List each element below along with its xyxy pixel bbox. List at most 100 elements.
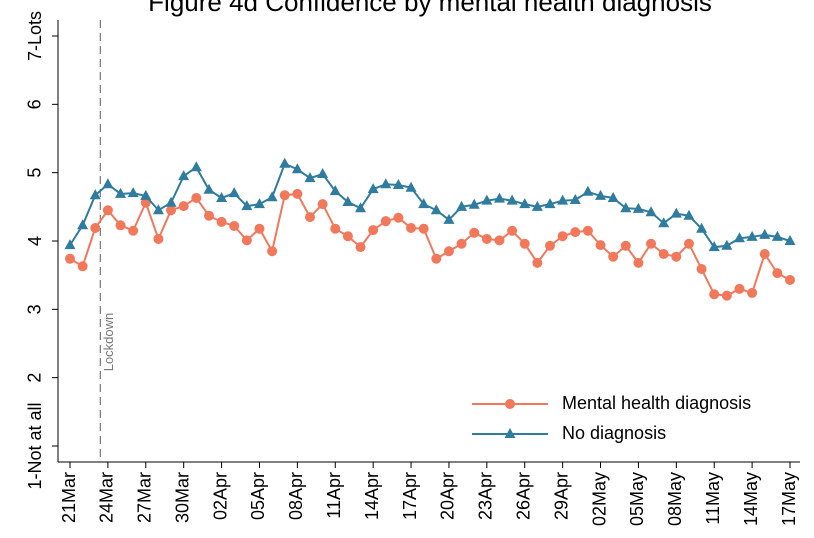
marker bbox=[406, 223, 417, 234]
marker bbox=[519, 198, 531, 209]
marker bbox=[90, 223, 101, 234]
marker bbox=[102, 205, 113, 216]
x-tick-label: 05Apr bbox=[248, 472, 268, 520]
marker bbox=[607, 191, 619, 202]
series-line bbox=[69, 162, 791, 249]
marker bbox=[392, 178, 404, 189]
marker bbox=[481, 233, 492, 244]
marker bbox=[304, 172, 316, 183]
marker bbox=[646, 238, 657, 249]
marker bbox=[671, 251, 682, 262]
x-tick-label: 27Mar bbox=[135, 472, 155, 523]
marker bbox=[292, 188, 303, 199]
legend-label: No diagnosis bbox=[562, 423, 666, 443]
marker bbox=[329, 185, 341, 196]
marker bbox=[77, 219, 89, 230]
marker bbox=[216, 191, 228, 202]
marker bbox=[203, 210, 214, 221]
marker bbox=[115, 220, 126, 231]
marker bbox=[443, 213, 455, 224]
marker bbox=[64, 239, 76, 250]
x-tick-label: 11Apr bbox=[324, 472, 344, 519]
x-tick-label: 14May bbox=[741, 472, 761, 526]
marker bbox=[140, 189, 152, 200]
y-tick-label: 5 bbox=[25, 168, 45, 178]
marker bbox=[708, 241, 720, 252]
marker bbox=[317, 168, 329, 179]
x-tick-label: 11May bbox=[703, 472, 723, 525]
marker bbox=[696, 264, 707, 275]
marker bbox=[506, 194, 518, 205]
x-tick-label: 30Mar bbox=[172, 472, 192, 523]
marker bbox=[759, 228, 771, 239]
marker bbox=[279, 157, 291, 168]
marker bbox=[721, 290, 732, 301]
marker bbox=[330, 223, 341, 234]
marker bbox=[153, 233, 164, 244]
marker bbox=[267, 246, 278, 257]
marker bbox=[305, 212, 315, 223]
marker bbox=[456, 200, 468, 211]
series-line bbox=[69, 192, 791, 297]
marker bbox=[355, 202, 367, 213]
marker bbox=[771, 230, 783, 241]
marker bbox=[456, 238, 467, 249]
marker bbox=[191, 192, 202, 203]
marker bbox=[595, 240, 606, 251]
marker bbox=[279, 190, 290, 201]
marker bbox=[254, 223, 265, 234]
marker bbox=[532, 257, 543, 268]
marker bbox=[266, 191, 278, 202]
y-tick-label: 4 bbox=[25, 236, 45, 246]
marker bbox=[570, 227, 581, 238]
marker bbox=[670, 207, 682, 218]
marker bbox=[481, 194, 493, 205]
y-tick-label: 2 bbox=[25, 373, 45, 383]
marker bbox=[102, 178, 114, 189]
legend-label: Mental health diagnosis bbox=[562, 393, 751, 413]
marker bbox=[733, 232, 745, 243]
marker bbox=[784, 235, 796, 245]
x-tick-label: 17May bbox=[779, 472, 799, 526]
marker bbox=[519, 238, 530, 249]
marker bbox=[544, 198, 556, 209]
x-tick-label: 08Apr bbox=[286, 472, 306, 520]
marker bbox=[203, 183, 215, 194]
marker bbox=[709, 289, 720, 300]
marker bbox=[633, 257, 644, 268]
marker bbox=[557, 194, 569, 205]
x-tick-label: 23Apr bbox=[476, 472, 496, 520]
marker bbox=[443, 246, 454, 257]
marker bbox=[582, 185, 594, 196]
marker bbox=[228, 187, 240, 198]
x-tick-label: 08May bbox=[665, 472, 685, 526]
marker bbox=[380, 216, 391, 227]
marker bbox=[582, 225, 593, 236]
marker bbox=[683, 238, 694, 249]
marker bbox=[342, 196, 354, 207]
marker bbox=[468, 198, 480, 209]
marker bbox=[166, 205, 177, 216]
marker bbox=[89, 189, 101, 200]
marker bbox=[620, 240, 631, 251]
marker bbox=[608, 251, 619, 262]
marker bbox=[746, 230, 758, 241]
marker bbox=[469, 227, 480, 238]
x-tick-label: 17Apr bbox=[400, 472, 420, 520]
marker bbox=[355, 242, 366, 253]
marker bbox=[493, 192, 505, 203]
marker bbox=[128, 225, 139, 236]
marker bbox=[165, 196, 177, 207]
y-tick-label: 3 bbox=[25, 304, 45, 314]
marker bbox=[759, 248, 770, 259]
marker bbox=[342, 231, 353, 242]
marker bbox=[367, 183, 379, 194]
marker bbox=[747, 287, 758, 298]
marker bbox=[683, 209, 695, 220]
marker bbox=[431, 253, 442, 264]
x-tick-label: 14Apr bbox=[362, 472, 382, 520]
marker bbox=[595, 189, 607, 200]
marker bbox=[696, 222, 708, 233]
